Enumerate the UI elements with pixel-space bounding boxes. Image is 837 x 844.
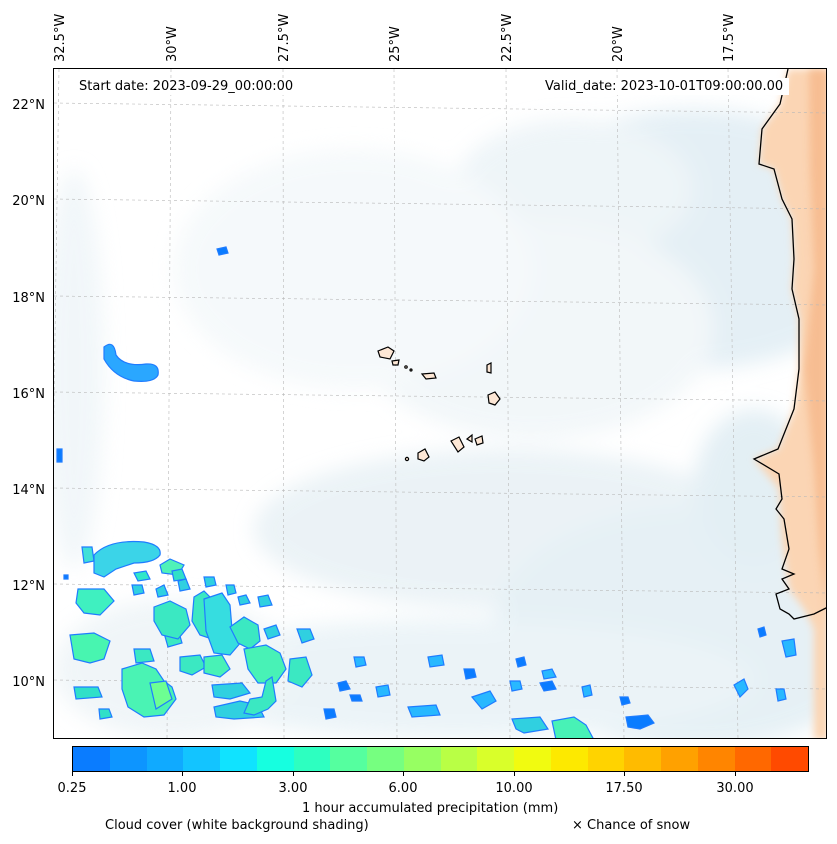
snow-legend: × Chance of snow xyxy=(572,818,691,833)
colorbar-segment xyxy=(550,747,588,771)
colorbar-tick-label: 17.50 xyxy=(605,781,643,796)
colorbar-segment xyxy=(587,747,625,771)
map-canvas xyxy=(54,69,826,738)
colorbar-segment xyxy=(661,747,698,771)
land-shading xyxy=(754,69,826,738)
colorbar-tickmark xyxy=(72,772,73,776)
colorbar-segment xyxy=(73,747,110,771)
colorbar-segment xyxy=(403,747,441,771)
colorbar-tick-label: 1.00 xyxy=(167,781,197,796)
colorbar-label: 1 hour accumulated precipitation (mm) xyxy=(302,801,559,816)
lon-label: 17.5°W xyxy=(722,13,737,62)
lon-label: 27.5°W xyxy=(277,13,292,62)
colorbar-tickmark xyxy=(403,772,404,776)
colorbar-segment xyxy=(256,747,294,771)
lat-label: 12°N xyxy=(12,579,45,594)
colorbar-tickmark xyxy=(293,772,294,776)
cape-verde-islands xyxy=(377,346,501,462)
colorbar-segment xyxy=(734,747,772,771)
lat-label: 18°N xyxy=(12,291,45,306)
lon-label: 32.5°W xyxy=(53,13,68,62)
colorbar-tickmark xyxy=(182,772,183,776)
lat-label: 20°N xyxy=(12,194,45,209)
colorbar-tick-label: 0.25 xyxy=(57,781,87,796)
colorbar-tickmark xyxy=(514,772,515,776)
colorbar-segment xyxy=(514,747,551,771)
colorbar-segment xyxy=(330,747,367,771)
colorbar-tickmark xyxy=(624,772,625,776)
colorbar-segment xyxy=(771,747,808,771)
colorbar-tick-label: 30.00 xyxy=(716,781,754,796)
lat-label: 22°N xyxy=(12,98,45,113)
start-date-label: Start date: 2023-09-29_00:00:00 xyxy=(73,78,300,95)
cloud-cover-legend: Cloud cover (white background shading) xyxy=(105,818,369,833)
map-panel[interactable] xyxy=(53,68,827,739)
lat-label: 14°N xyxy=(12,483,45,498)
colorbar-tick-label: 10.00 xyxy=(495,781,533,796)
colorbar-segment xyxy=(109,747,147,771)
colorbar-segment xyxy=(367,747,404,771)
lat-label: 10°N xyxy=(12,675,45,690)
lon-label: 25°W xyxy=(388,26,403,62)
colorbar-tick-label: 6.00 xyxy=(388,781,418,796)
precipitation-areas xyxy=(56,246,797,738)
colorbar-tickmark xyxy=(735,772,736,776)
colorbar-segment xyxy=(697,747,735,771)
lon-label: 30°W xyxy=(165,26,180,62)
colorbar-segment xyxy=(293,747,331,771)
lon-label: 22.5°W xyxy=(500,13,515,62)
lat-label: 16°N xyxy=(12,387,45,402)
valid-date-label: Valid_date: 2023-10-01T09:00:00.00 xyxy=(539,78,790,95)
lon-label: 20°W xyxy=(611,26,626,62)
precipitation-colorbar xyxy=(72,746,809,772)
colorbar-segment xyxy=(183,747,220,771)
colorbar-segment xyxy=(477,747,514,771)
colorbar-tick-label: 3.00 xyxy=(278,781,308,796)
colorbar-segment xyxy=(440,747,478,771)
colorbar-segment xyxy=(624,747,661,771)
coastline xyxy=(752,69,826,620)
colorbar-segment xyxy=(146,747,184,771)
colorbar-segment xyxy=(220,747,257,771)
